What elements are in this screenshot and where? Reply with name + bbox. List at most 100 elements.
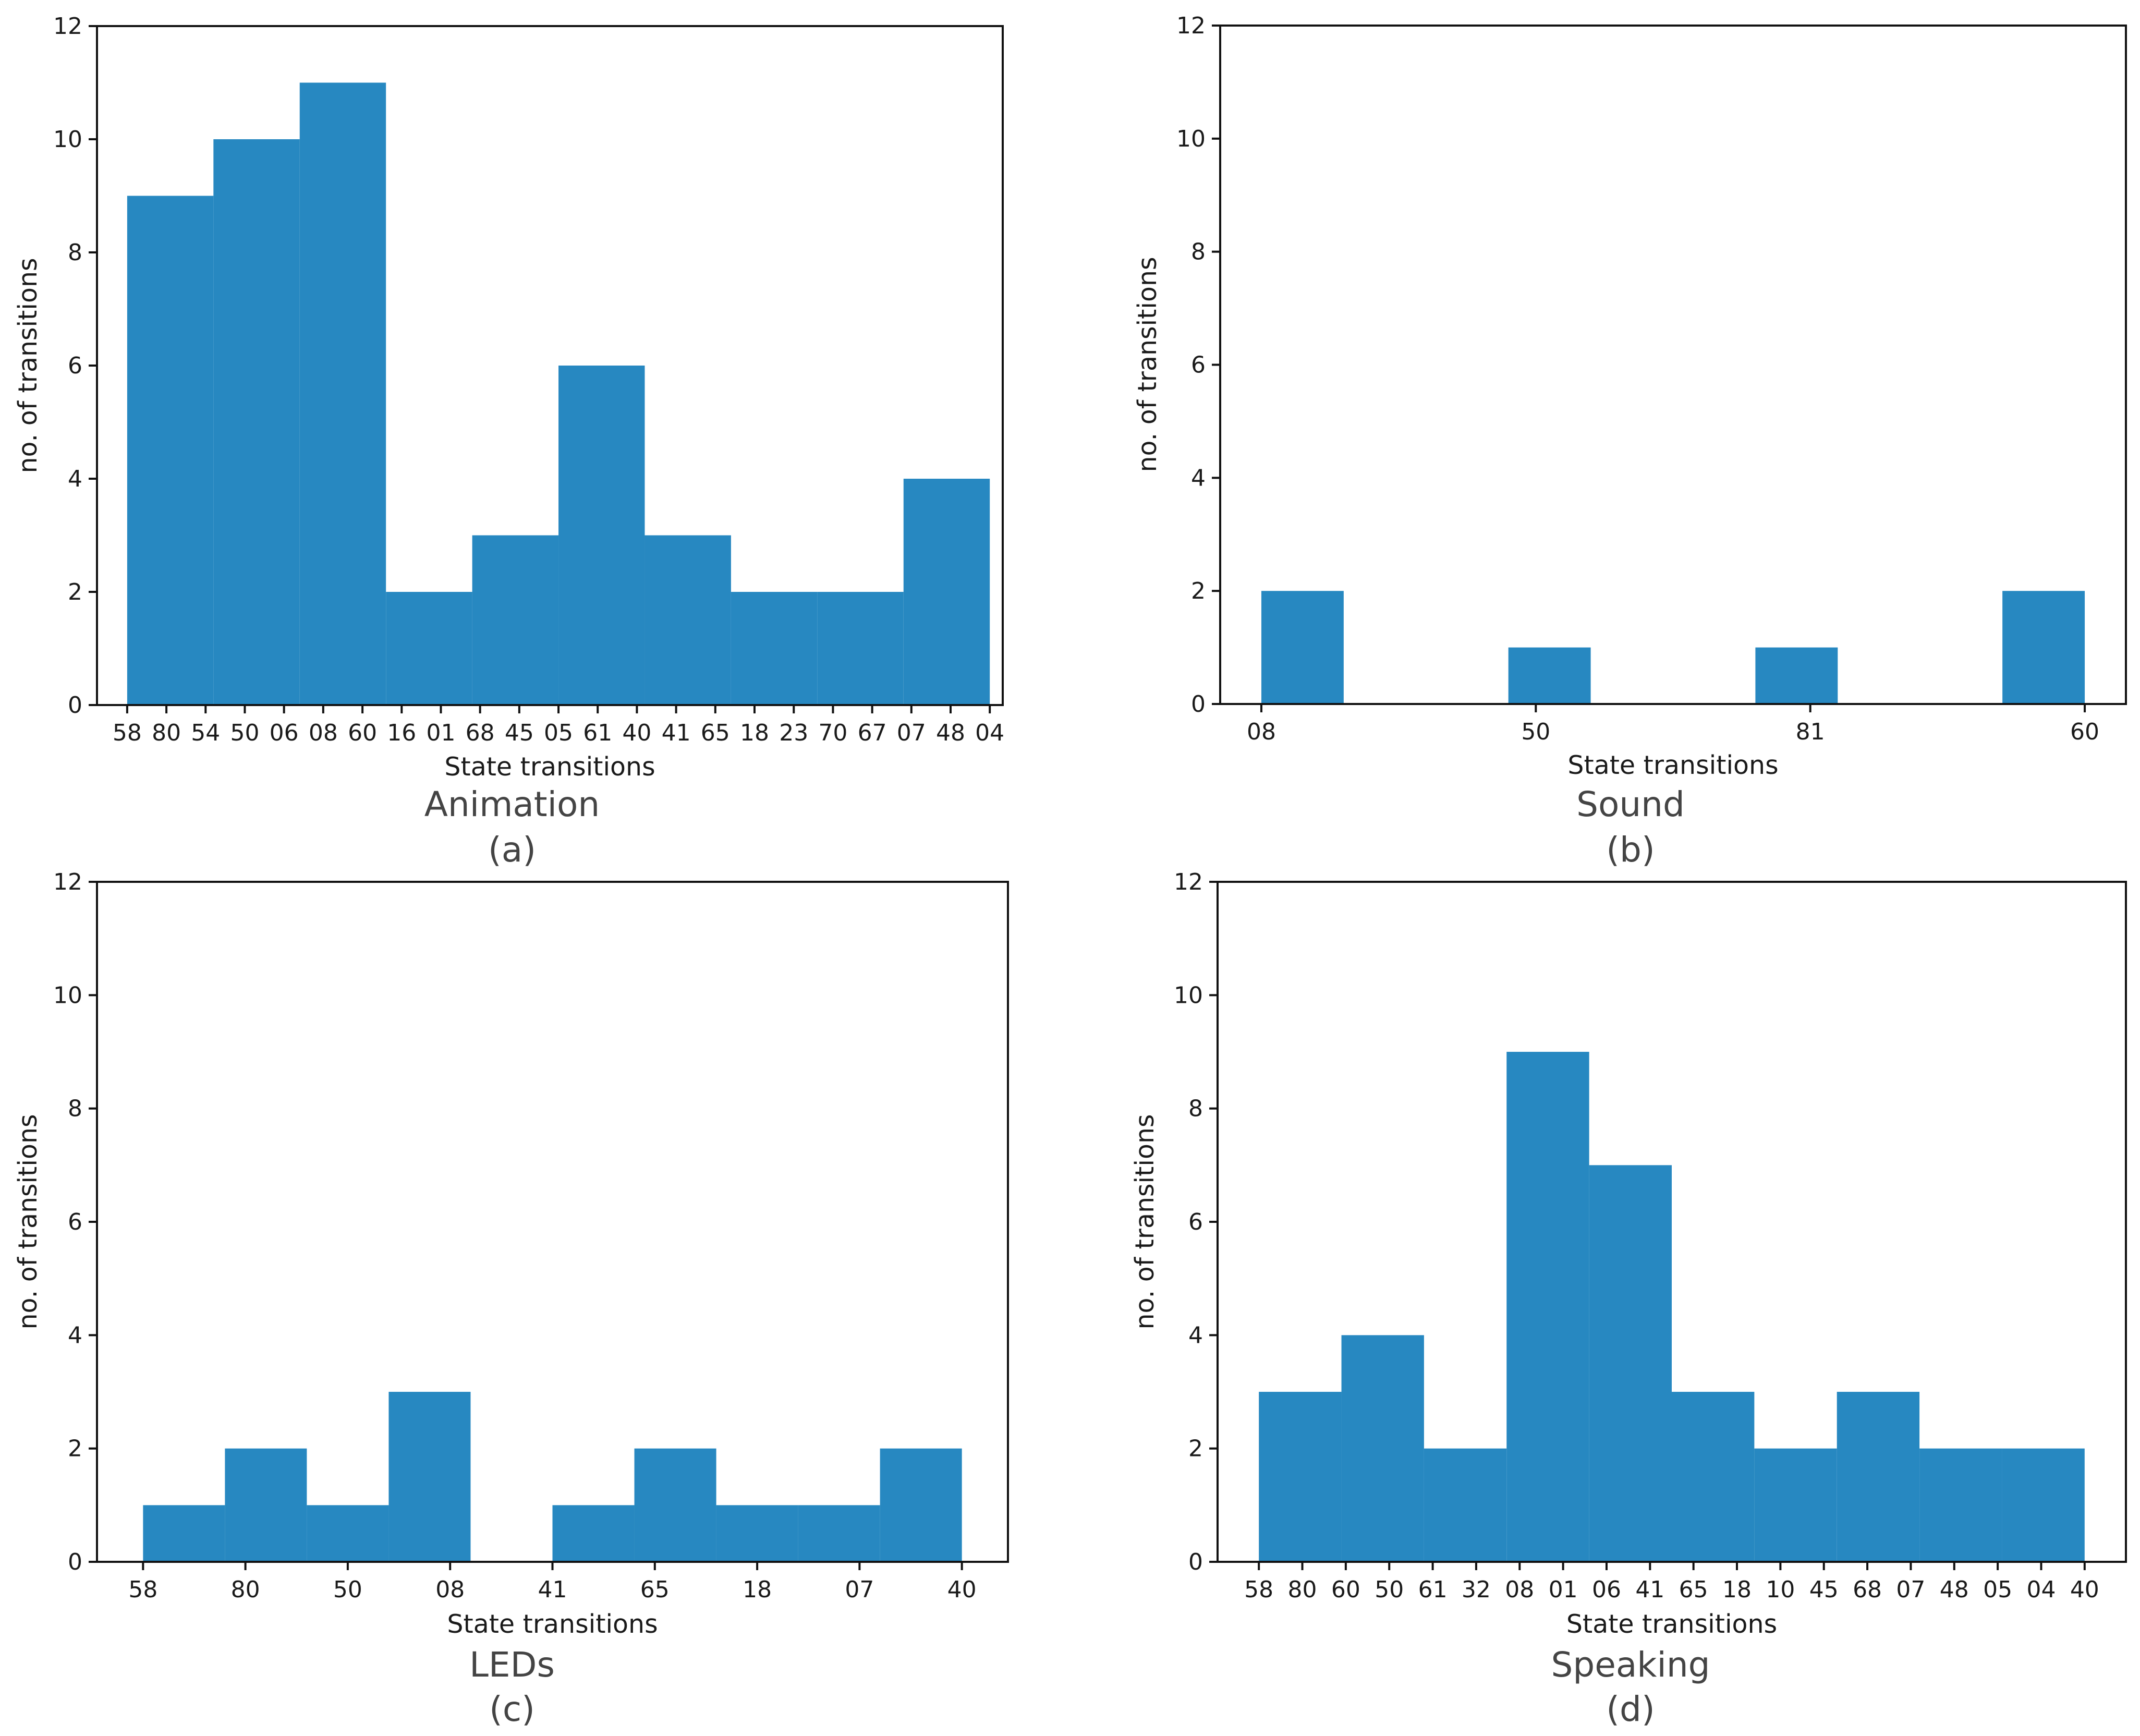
leds-y-tick-label: 8: [68, 1096, 82, 1122]
sound-bar-3: [1755, 647, 1838, 704]
animation-bar-2: [213, 139, 300, 705]
animation-bar-3: [299, 82, 386, 705]
sound-x-axis: 08 50 81 60: [1247, 704, 2099, 745]
animation-x-tick-label: 06: [270, 720, 299, 746]
speaking-bar-2: [1341, 1335, 1424, 1562]
animation-bar-1: [127, 196, 214, 705]
speaking-x-tick-label: 04: [2026, 1576, 2056, 1603]
leds-y-axis-label: no. of transitions: [13, 1114, 43, 1329]
speaking-x-tick-label: 07: [1896, 1576, 1925, 1603]
sound-bar-2: [1508, 647, 1591, 704]
speaking-x-tick-label: 08: [1505, 1576, 1534, 1603]
leds-y-tick-label: 0: [68, 1549, 82, 1575]
leds-x-tick-label: 58: [128, 1576, 157, 1603]
leds-x-tick-label: 41: [538, 1576, 567, 1603]
animation-x-tick-label: 16: [387, 720, 416, 746]
speaking-y-tick-label: 2: [1188, 1436, 1203, 1462]
sound-y-tick-label: 8: [1191, 239, 1206, 265]
animation-x-tick-label: 70: [818, 720, 847, 746]
animation-y-tick-label: 4: [68, 466, 82, 492]
leds-x-tick-label: 40: [947, 1576, 977, 1603]
speaking-x-tick-label: 18: [1722, 1576, 1752, 1603]
animation-x-tick-label: 60: [348, 720, 377, 746]
sound-y-axis-label: no. of transitions: [1133, 257, 1162, 472]
speaking-bar-7: [1754, 1448, 1837, 1562]
animation-y-tick-label: 0: [68, 692, 82, 719]
leds-bar-4: [388, 1392, 471, 1562]
speaking-y-tick-label: 12: [1174, 869, 1203, 895]
animation-bar-9: [817, 592, 904, 705]
sound-y-axis: 0 2 4 6 8 10 12: [1176, 13, 1220, 718]
animation-x-tick-label: 08: [309, 720, 338, 746]
animation-y-tick-label: 6: [68, 353, 82, 379]
sound-panel-caption: (b): [1606, 830, 1655, 870]
animation-bar-8: [731, 592, 818, 705]
leds-panel-title: LEDs: [469, 1645, 555, 1685]
leds-x-tick-label: 08: [435, 1576, 465, 1603]
animation-bar-4: [386, 592, 472, 705]
panel-leds: 0 2 4 6 8 10 12 58 80 50 08 41 65 18 07 40 State trans…: [13, 869, 1009, 1729]
speaking-bar-10: [2002, 1448, 2085, 1562]
speaking-bar-8: [1837, 1392, 1920, 1562]
speaking-x-tick-label: 32: [1462, 1576, 1491, 1603]
animation-panel-title: Animation: [424, 784, 600, 824]
speaking-x-tick-label: 41: [1635, 1576, 1664, 1603]
leds-y-tick-label: 2: [68, 1436, 82, 1462]
speaking-x-tick-label: 50: [1375, 1576, 1404, 1603]
speaking-panel-caption: (d): [1606, 1689, 1655, 1729]
sound-y-tick-label: 0: [1191, 691, 1206, 718]
animation-x-tick-label: 54: [191, 720, 220, 746]
leds-x-tick-label: 07: [845, 1576, 874, 1603]
animation-x-tick-label: 41: [662, 720, 691, 746]
sound-y-tick-label: 12: [1176, 13, 1206, 39]
speaking-bar-5: [1589, 1165, 1672, 1562]
animation-x-tick-label: 18: [740, 720, 769, 746]
leds-bar-1: [143, 1505, 225, 1562]
speaking-x-tick-label: 60: [1331, 1576, 1360, 1603]
animation-x-tick-label: 48: [936, 720, 965, 746]
animation-y-tick-label: 8: [68, 239, 82, 266]
leds-bar-7: [634, 1448, 716, 1562]
speaking-x-tick-label: 68: [1853, 1576, 1882, 1603]
speaking-x-tick-label: 01: [1549, 1576, 1578, 1603]
sound-y-tick-label: 4: [1191, 465, 1206, 491]
speaking-x-tick-label: 58: [1244, 1576, 1273, 1603]
sound-bars: [1261, 591, 2085, 704]
animation-x-tick-label: 80: [152, 720, 181, 746]
animation-x-tick-label: 61: [583, 720, 612, 746]
speaking-x-tick-label: 45: [1809, 1576, 1839, 1603]
speaking-y-tick-label: 6: [1188, 1209, 1203, 1235]
speaking-x-tick-label: 65: [1679, 1576, 1708, 1603]
leds-bar-9: [798, 1505, 880, 1562]
sound-x-axis-label: State transitions: [1567, 750, 1778, 780]
leds-x-axis-label: State transitions: [447, 1609, 658, 1639]
sound-panel-title: Sound: [1576, 784, 1685, 824]
leds-x-tick-label: 18: [743, 1576, 772, 1603]
animation-y-tick-label: 2: [68, 579, 82, 605]
animation-bar-6: [558, 366, 645, 705]
sound-bar-1: [1261, 591, 1344, 704]
speaking-bar-1: [1259, 1392, 1342, 1562]
leds-x-axis: 58 80 50 08 41 65 18 07 40: [128, 1562, 977, 1603]
leds-bar-2: [225, 1448, 307, 1562]
animation-bar-7: [645, 535, 731, 705]
leds-y-axis: 0 2 4 6 8 10 12: [53, 869, 97, 1575]
sound-x-tick-label: 08: [1247, 719, 1276, 745]
leds-y-tick-label: 4: [68, 1322, 82, 1349]
speaking-x-tick-label: 40: [2070, 1576, 2099, 1603]
leds-bar-6: [552, 1505, 635, 1562]
speaking-bar-4: [1506, 1052, 1589, 1562]
animation-y-axis-label: no. of transitions: [13, 258, 43, 473]
speaking-x-axis: 58 80 60 50 61 32 08 01 06 41 65 18 10 45 68 07 48 05 04 40: [1244, 1562, 2099, 1603]
animation-x-tick-label: 65: [701, 720, 730, 746]
panel-sound: 0 2 4 6 8 10 12 08 50 81 60 State transitions no.…: [1133, 13, 2127, 870]
animation-x-axis: 58 80 54 50 06 08 60 16 01 68 45 05 61 40 41 65 18 23 70 67…: [113, 705, 1004, 746]
sound-x-tick-label: 81: [1796, 719, 1825, 745]
speaking-x-tick-label: 05: [1983, 1576, 2012, 1603]
speaking-x-tick-label: 48: [1940, 1576, 1969, 1603]
speaking-x-tick-label: 61: [1418, 1576, 1448, 1603]
animation-y-tick-label: 12: [53, 13, 82, 40]
